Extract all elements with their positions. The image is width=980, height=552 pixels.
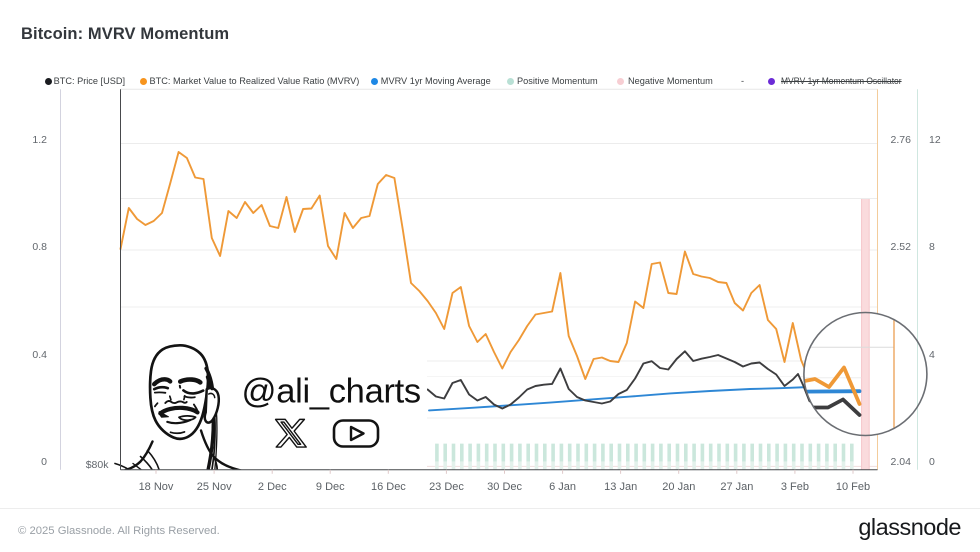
svg-text:@ali_charts: @ali_charts: [242, 372, 421, 410]
